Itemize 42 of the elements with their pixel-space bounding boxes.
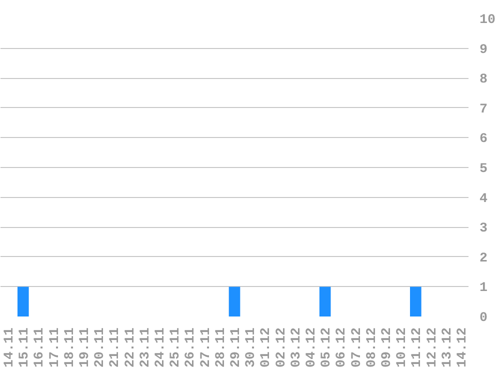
- x-tick-label: 07.12: [350, 327, 365, 368]
- x-tick-label: 18.11: [62, 327, 78, 368]
- x-tick-label: 01.12: [259, 327, 274, 368]
- x-tick-label: 28.11: [214, 327, 229, 368]
- x-tick-label: 29.11: [229, 327, 244, 368]
- y-tick-label: 6: [480, 132, 488, 148]
- x-tick-label: 02.12: [274, 327, 290, 368]
- y-tick-label: 10: [480, 13, 496, 28]
- x-tick-label: 10.12: [395, 327, 410, 368]
- x-tick-label: 19.11: [78, 327, 94, 368]
- x-tick-label: 17.11: [48, 327, 63, 368]
- x-tick-label: 20.11: [93, 327, 108, 368]
- x-tick-label: 16.11: [32, 327, 48, 368]
- y-tick-label: 5: [480, 162, 488, 177]
- x-tick-label: 08.12: [364, 327, 380, 368]
- y-tick-label: 2: [480, 251, 488, 266]
- y-tick-label: 0: [480, 311, 488, 326]
- x-tick-label: 23.11: [138, 327, 154, 368]
- x-tick-label: 21.11: [108, 327, 124, 368]
- x-tick-label: 14.11: [2, 327, 18, 368]
- x-tick-label: 25.11: [168, 327, 184, 368]
- x-tick-label: 12.12: [425, 327, 440, 368]
- x-tick-label: 06.12: [334, 327, 350, 368]
- y-tick-label: 4: [480, 192, 488, 207]
- y-tick-label: 8: [480, 72, 488, 88]
- x-tick-label: 14.12: [455, 327, 470, 368]
- y-tick-label: 3: [480, 222, 488, 237]
- x-tick-label: 22.11: [123, 327, 138, 368]
- x-tick-label: 03.12: [289, 327, 304, 368]
- x-tick-label: 13.12: [440, 327, 456, 368]
- x-tick-label: 26.11: [184, 327, 199, 368]
- x-tick-label: 04.12: [304, 327, 320, 368]
- x-tick-label: 09.12: [380, 327, 395, 368]
- y-tick-label: 7: [480, 102, 488, 118]
- x-tick-label: 05.12: [320, 327, 335, 368]
- y-tick-label: 9: [480, 42, 488, 58]
- x-tick-label: 30.11: [244, 327, 260, 368]
- x-tick-label: 24.11: [154, 327, 169, 368]
- x-tick-label: 27.11: [198, 327, 214, 368]
- y-tick-label: 1: [480, 281, 488, 296]
- x-tick-label: 15.11: [18, 327, 33, 368]
- x-tick-label: 11.12: [410, 327, 426, 368]
